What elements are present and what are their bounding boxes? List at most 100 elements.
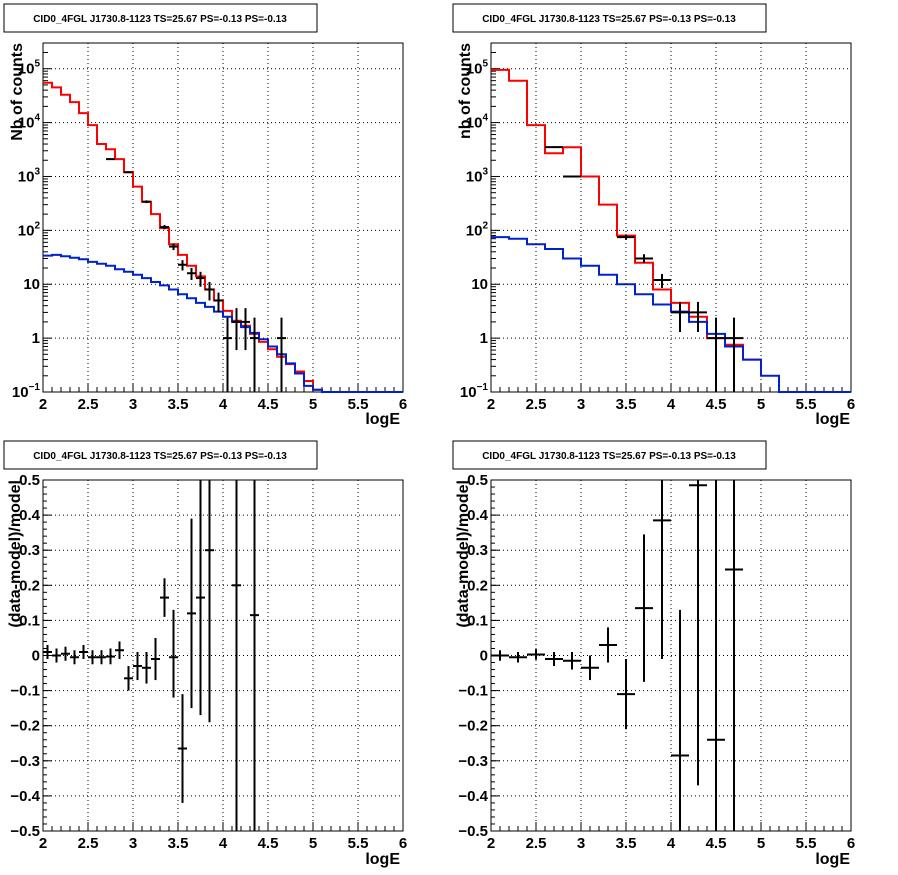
- y-tick-label: −0.3: [10, 753, 40, 770]
- y-tick-label: 10: [23, 276, 40, 293]
- y-tick-label: 0: [32, 648, 40, 665]
- data-point: [61, 646, 70, 661]
- panel-top-left: CID0_4FGL J1730.8-1123 TS=25.67 PS=-0.13…: [3, 3, 407, 428]
- y-tick-label: 0.5: [467, 472, 488, 489]
- data-point: [196, 480, 205, 716]
- y-tick-label: −0.4: [10, 788, 40, 805]
- y-tick-label: 10−1: [460, 382, 489, 401]
- x-tick-label: 3: [577, 835, 585, 852]
- data-point: [205, 282, 214, 301]
- y-tick-label: −0.5: [10, 823, 40, 840]
- data-point: [671, 301, 689, 332]
- y-tick-label: 103: [18, 166, 41, 185]
- x-tick-label: 4.5: [258, 396, 279, 413]
- x-axis-title: logE: [815, 851, 850, 868]
- data-point: [617, 234, 635, 240]
- data-point: [88, 650, 97, 665]
- y-tick-label: 105: [466, 59, 489, 78]
- x-tick-label: 4.5: [706, 396, 727, 413]
- y-tick-label: 104: [466, 113, 489, 132]
- x-tick-label: 6: [847, 396, 855, 413]
- x-tick-label: 2: [39, 396, 47, 413]
- data-point: [205, 480, 214, 723]
- y-tick-label: 0.1: [19, 612, 40, 629]
- data-point: [115, 641, 124, 660]
- x-tick-label: 2.5: [526, 835, 547, 852]
- data-point: [97, 650, 106, 665]
- y-tick-label: 105: [18, 59, 41, 78]
- x-tick-label: 5.5: [348, 835, 369, 852]
- title-box: [3, 3, 318, 33]
- data-point: [563, 651, 581, 670]
- y-tick-label: 0.5: [19, 472, 40, 489]
- data-point: [187, 268, 196, 280]
- data-point: [707, 317, 725, 392]
- y-axis-title: nb of counts: [457, 43, 474, 139]
- data-point: [106, 648, 115, 665]
- x-tick-label: 4: [219, 396, 228, 413]
- data-point: [707, 480, 725, 831]
- data-point: [214, 292, 223, 313]
- data-point: [169, 243, 178, 251]
- y-tick-label: 0.2: [19, 577, 40, 594]
- panel-top-right: CID0_4FGL J1730.8-1123 TS=25.67 PS=-0.13…: [452, 3, 855, 428]
- x-tick-label: 2: [487, 835, 495, 852]
- y-axis-title: (data-model)/model: [7, 480, 24, 628]
- histogram-line: [491, 236, 851, 393]
- data-point: [70, 650, 79, 665]
- data-point: [509, 651, 527, 663]
- data-point: [124, 171, 133, 174]
- y-tick-label: −0.1: [10, 683, 40, 700]
- y-tick-label: 0.3: [19, 542, 40, 559]
- x-tick-label: 2.5: [78, 396, 99, 413]
- data-point: [142, 651, 151, 684]
- x-tick-label: 3: [129, 835, 137, 852]
- data-point: [232, 308, 241, 351]
- x-tick-label: 4.5: [258, 835, 279, 852]
- x-tick-label: 5.5: [348, 396, 369, 413]
- x-tick-label: 5.5: [796, 396, 817, 413]
- x-tick-label: 4.5: [706, 835, 727, 852]
- data-point: [277, 317, 286, 392]
- data-point: [563, 175, 581, 178]
- y-axis-title: (data-model)/model: [455, 480, 472, 628]
- chart-title: CID0_4FGL J1730.8-1123 TS=25.67 PS=-0.13…: [482, 14, 736, 25]
- x-tick-label: 4: [667, 835, 676, 852]
- x-tick-label: 6: [399, 835, 407, 852]
- x-tick-label: 4: [219, 835, 228, 852]
- data-point: [169, 609, 178, 698]
- data-point: [43, 644, 52, 660]
- data-point: [241, 308, 250, 351]
- x-tick-label: 6: [847, 835, 855, 852]
- y-tick-label: 0.4: [467, 507, 489, 524]
- grid: [490, 43, 852, 393]
- data-point: [725, 317, 743, 392]
- x-tick-label: 3.5: [616, 835, 637, 852]
- x-tick-label: 5.5: [796, 835, 817, 852]
- data-point: [545, 651, 563, 667]
- data-point: [133, 651, 142, 681]
- y-tick-label: 0.2: [467, 577, 488, 594]
- y-tick-label: −0.4: [458, 788, 488, 805]
- x-tick-label: 6: [399, 396, 407, 413]
- x-tick-label: 2: [487, 396, 495, 413]
- y-tick-label: −0.2: [458, 718, 488, 735]
- chart-title: CID0_4FGL J1730.8-1123 TS=25.67 PS=-0.13…: [33, 451, 287, 462]
- data-point: [527, 649, 545, 660]
- data-point: [232, 480, 241, 831]
- data-point: [106, 158, 115, 161]
- y-tick-label: 102: [466, 220, 489, 239]
- y-tick-label: −0.1: [458, 683, 488, 700]
- data-point: [187, 518, 196, 709]
- x-tick-label: 5: [309, 396, 317, 413]
- data-point: [151, 637, 160, 681]
- y-tick-label: 0.3: [467, 542, 488, 559]
- title-box: [452, 440, 767, 470]
- title-box: [3, 440, 318, 470]
- panel-bottom-left: CID0_4FGL J1730.8-1123 TS=25.67 PS=-0.13…: [3, 440, 407, 868]
- data-point: [223, 317, 232, 392]
- data-point: [689, 301, 707, 332]
- data-point: [142, 200, 151, 204]
- y-tick-label: −0.2: [10, 718, 40, 735]
- x-axis-title: logE: [365, 851, 400, 868]
